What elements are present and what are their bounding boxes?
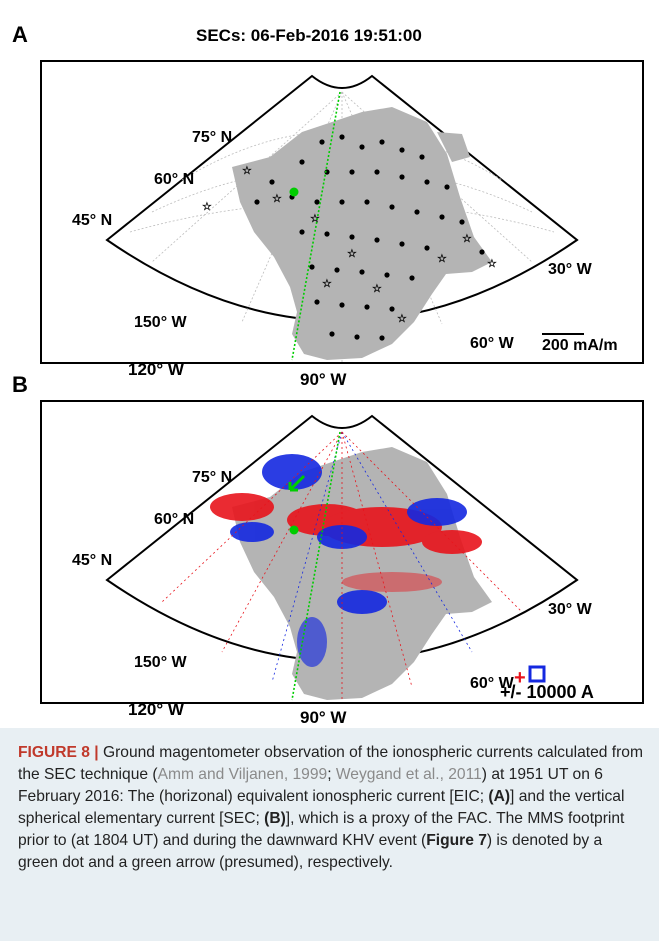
svg-text:☆: ☆ <box>310 213 320 225</box>
panel-a-title: SECs: 06-Feb-2016 19:51:00 <box>196 26 422 45</box>
mms-footprint-arrow <box>288 474 306 492</box>
lon-label-150: 150° W <box>134 314 188 331</box>
figure-caption: FIGURE 8 | Ground magentometer observati… <box>18 742 644 874</box>
upward-current-region <box>210 493 482 592</box>
caption-bold-b: (B) <box>264 810 286 827</box>
caption-text-4: ] and the vertical spherical elementary … <box>18 788 625 827</box>
panel-b-map-frame: 75° N 60° N 45° N 150° W 60° W 30° W + +… <box>40 400 644 704</box>
svg-text:☆: ☆ <box>242 165 252 177</box>
lat-label-75: 75° N <box>192 129 232 146</box>
lat-label-45-b: 45° N <box>72 552 112 569</box>
sec-grid-lines <box>161 431 523 702</box>
panel-a-map: ☆ ☆ ☆ ☆ ☆ ☆ ☆ ☆ ☆ ☆ ☆ 75° N 60° N 45° N … <box>72 74 618 362</box>
lat-label-60-b: 60° N <box>154 511 194 528</box>
caption-ref-amm[interactable]: Amm and Viljanen, 1999 <box>157 766 328 783</box>
panel-a-lon-label-90: 90° W <box>300 370 347 389</box>
station-stars: ☆ ☆ ☆ ☆ ☆ ☆ ☆ ☆ ☆ ☆ ☆ <box>202 165 497 325</box>
station-dots <box>254 134 485 341</box>
svg-text:☆: ☆ <box>322 278 332 290</box>
panel-b-map: 75° N 60° N 45° N 150° W 60° W 30° W + +… <box>72 414 594 702</box>
caption-text-6: ) is denoted by a green dot and a green … <box>18 832 603 871</box>
svg-text:☆: ☆ <box>347 248 357 260</box>
svg-text:☆: ☆ <box>372 283 382 295</box>
caption-text-3: ) at 1951 UT on 6 February 2016: The (ho… <box>18 766 603 805</box>
land-island <box>437 132 470 162</box>
lat-label-45: 45° N <box>72 212 112 229</box>
panel-a-lon-label-120: 120° W <box>128 360 184 379</box>
svg-text:☆: ☆ <box>437 253 447 265</box>
panel-b-lon-label-90: 90° W <box>300 708 347 727</box>
lon-label-60: 60° W <box>470 335 515 352</box>
mms-footprint-track-b <box>291 431 341 701</box>
svg-text:☆: ☆ <box>272 193 282 205</box>
caption-text-1: Ground magentometer observation of the i… <box>18 744 643 783</box>
caption-box: FIGURE 8 | Ground magentometer observati… <box>0 728 659 941</box>
mms-footprint-dot-b <box>289 525 299 535</box>
lon-label-150-b: 150° W <box>134 654 188 671</box>
panel-b-lon-label-120: 120° W <box>128 700 184 719</box>
lon-label-60-b: 60° W <box>470 675 515 692</box>
svg-text:☆: ☆ <box>202 201 212 213</box>
scale-plus-icon: + <box>514 667 526 689</box>
scale-label-a: 200 mA/m <box>542 337 618 354</box>
mms-footprint-dot <box>289 187 299 197</box>
lat-label-60: 60° N <box>154 171 194 188</box>
lon-label-30-b: 30° W <box>548 601 593 618</box>
scale-label-b: +/- 10000 A <box>500 682 594 702</box>
scale-square-icon <box>528 665 546 683</box>
lat-label-75-b: 75° N <box>192 469 232 486</box>
caption-figure7-link[interactable]: Figure 7 <box>426 832 487 849</box>
panel-b-letter: B <box>12 372 28 397</box>
panel-a-map-frame: ☆ ☆ ☆ ☆ ☆ ☆ ☆ ☆ ☆ ☆ ☆ 75° N 60° N 45° N … <box>40 60 644 364</box>
caption-bold-a: (A) <box>488 788 511 805</box>
land-mass <box>232 107 492 360</box>
svg-text:☆: ☆ <box>397 313 407 325</box>
svg-text:☆: ☆ <box>487 258 497 270</box>
caption-text-2: ; <box>327 766 336 783</box>
caption-figure-label: FIGURE 8 | <box>18 744 99 761</box>
lon-label-30: 30° W <box>548 261 593 278</box>
caption-text-5: ], which is a proxy of the FAC. The MMS … <box>18 810 625 849</box>
panel-a-letter: A <box>12 22 28 47</box>
svg-text:☆: ☆ <box>462 233 472 245</box>
caption-ref-weygand[interactable]: Weygand et al., 2011 <box>335 766 482 783</box>
mms-footprint-track <box>291 91 341 361</box>
